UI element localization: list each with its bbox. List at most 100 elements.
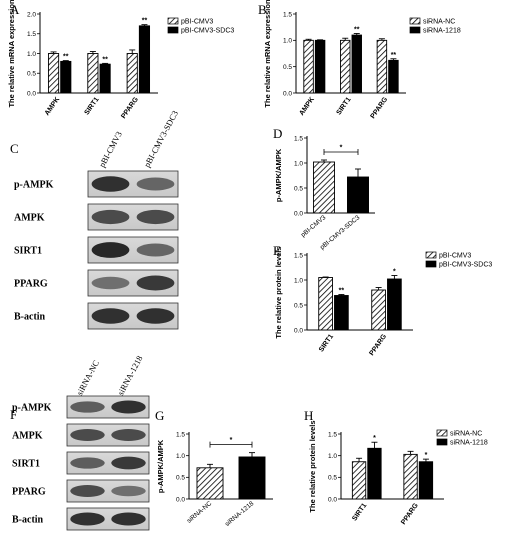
blot-band — [70, 485, 105, 497]
category-label: pBI-CMV3 — [300, 214, 328, 239]
western-blot-f: siRNA-NC siRNA-1218 p-AMPK AMPK SIRT1 PPARG B-… — [12, 354, 150, 531]
blot-row-label: SIRT1 — [12, 459, 40, 470]
panel-letter-f: F — [10, 407, 17, 422]
bar-sirna-1218 — [367, 447, 382, 500]
legend-swatch — [436, 429, 448, 437]
y-tick-label: 1.5 — [283, 11, 292, 18]
bar-sirna-nc — [376, 39, 388, 94]
y-tick-label: 0.5 — [283, 64, 292, 71]
legend-label: siRNA-NC — [423, 19, 455, 26]
y-axis-title: p-AMPK/AMPK — [274, 148, 283, 202]
blot-row — [66, 451, 150, 475]
panel-letter-h: H — [304, 408, 313, 423]
legend-swatch — [436, 438, 448, 446]
category-label: PPARG — [120, 96, 140, 120]
y-axis-title: p-AMPK/AMPK — [156, 439, 165, 493]
legend-label: pBI-CMV3-SDC3 — [439, 262, 492, 269]
panel-letter-c: C — [10, 141, 19, 156]
blot-row-label: p-AMPK — [14, 180, 54, 191]
blot-row — [66, 423, 150, 447]
lane-label: pBI-CMV3-SDC3 — [142, 109, 180, 169]
chart-panel-g: 0.0 0.5 1.0 1.5 p-AMPK/AMPK siRNA-NC siRNA-121… — [156, 431, 273, 528]
bar-pbi-cmv3-sdc3 — [60, 60, 72, 94]
chart-panel-h: 0.0 0.5 1.0 1.5 The relative protein levels *… — [308, 420, 488, 526]
legend-swatch — [409, 26, 421, 34]
category-label: SIRT1 — [351, 502, 368, 522]
bar-pbi-cmv3 — [318, 277, 333, 331]
bar-pbi-cmv3 — [47, 53, 60, 94]
blot-band — [91, 176, 130, 192]
significance-label: ** — [339, 288, 345, 295]
legend: pBI-CMV3 pBI-CMV3-SDC3 — [167, 17, 234, 35]
blot-band — [70, 512, 105, 526]
legend: siRNA-NC siRNA-1218 — [409, 17, 461, 35]
significance-label: ** — [102, 56, 108, 63]
blot-row-label: p-AMPK — [12, 403, 52, 414]
y-tick-label: 1.5 — [27, 31, 36, 38]
category-label: SIRT1 — [336, 96, 353, 116]
chart-panel-d: 0.00.51.01.5p-AMPK/AMPKpBI-CMV3pBI-CMV3-… — [274, 135, 375, 251]
blot-row — [87, 302, 179, 330]
y-tick-label: 1.5 — [294, 252, 303, 259]
y-tick-label: 0.0 — [294, 327, 303, 334]
bar-sirna-nc — [340, 39, 351, 94]
category-label: siRNA-NC — [186, 500, 214, 525]
y-tick-label: 0.5 — [328, 475, 337, 482]
significance-label: * — [230, 437, 233, 444]
blot-band — [136, 275, 175, 291]
bar-pbi-cmv3 — [313, 161, 335, 214]
blot-row — [87, 269, 179, 297]
legend-label: siRNA-1218 — [450, 440, 488, 447]
blot-row — [87, 203, 179, 231]
category-label: PPARG — [368, 333, 388, 357]
chart-panel-a: 0.0 0.5 1.0 1.5 2.0 The relative mRNA express… — [7, 0, 234, 120]
bar-pbi-cmv3 — [126, 53, 138, 94]
bar-pbi-cmv3-sdc3 — [138, 25, 151, 94]
y-tick-label: 1.5 — [294, 135, 303, 142]
blot-row — [87, 170, 179, 198]
blot-band — [111, 429, 146, 441]
legend-swatch — [409, 17, 421, 25]
blot-row-label: PPARG — [12, 487, 46, 498]
blot-band — [136, 177, 175, 191]
blot-band — [111, 400, 146, 414]
panel-letter-g: G — [155, 408, 164, 423]
category-label: PPARG — [400, 502, 420, 526]
y-tick-label: 1.5 — [328, 431, 337, 438]
y-tick-label: 1.0 — [27, 51, 36, 58]
blot-band — [91, 242, 130, 258]
bar-sirna-nc — [351, 461, 367, 500]
bar-pbi-cmv3-sdc3 — [347, 176, 369, 214]
blot-row — [66, 395, 150, 419]
legend-label: pBI-CMV3 — [439, 253, 471, 260]
significance-label: ** — [391, 52, 397, 59]
legend-swatch — [425, 260, 437, 268]
blot-band — [91, 209, 130, 225]
bar-pbi-cmv3-sdc3 — [387, 278, 402, 331]
bar-sirna-1218 — [388, 59, 399, 94]
blot-band — [111, 512, 146, 526]
significance-label: ** — [63, 54, 69, 61]
y-tick-label: 1.5 — [176, 431, 185, 438]
y-tick-label: 1.0 — [294, 160, 303, 167]
category-label: siRNA-1218 — [224, 500, 256, 528]
significance-label: * — [373, 435, 376, 442]
blot-band — [111, 485, 146, 497]
blot-band — [136, 308, 175, 324]
significance-label: ** — [354, 26, 360, 33]
y-axis-title: The relative mRNA expression — [7, 0, 16, 108]
y-tick-label: 0.5 — [294, 185, 303, 192]
blot-row-label: AMPK — [12, 431, 43, 442]
bar-sirna-1218 — [418, 461, 434, 500]
lane-label: pBI-CMV3 — [97, 130, 124, 169]
bar-pbi-cmv3-sdc3 — [99, 63, 111, 94]
blot-row — [66, 479, 150, 503]
blot-band — [70, 429, 105, 441]
y-axis-title: The relative mRNA expression — [263, 0, 272, 108]
y-tick-label: 0.5 — [27, 71, 36, 78]
blot-band — [91, 308, 130, 324]
y-axis-title: The relative protein levels — [308, 420, 317, 512]
panel-letter-b: B — [258, 2, 267, 17]
legend-label: pBI-CMV3 — [181, 19, 213, 26]
panel-letter-d: D — [273, 126, 282, 141]
